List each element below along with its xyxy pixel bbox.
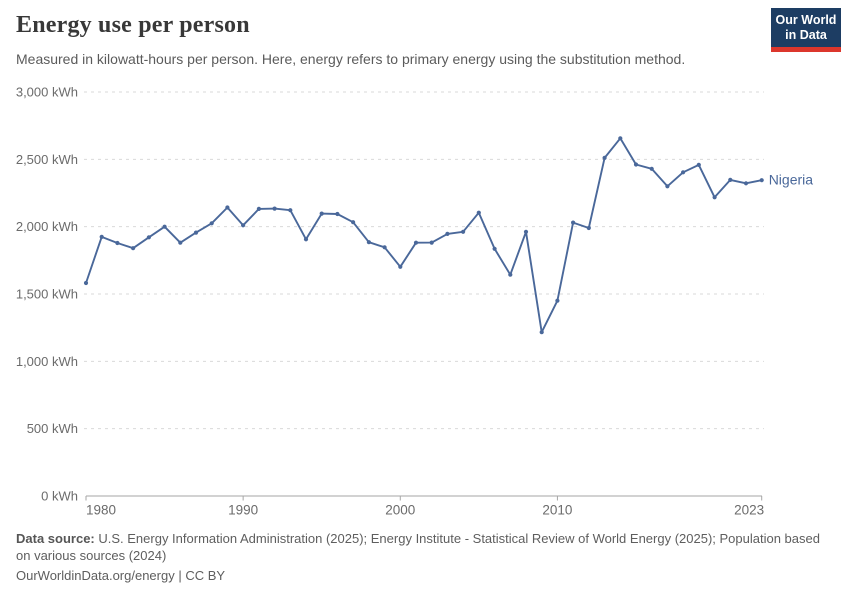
data-point-2008 xyxy=(523,229,529,234)
data-point-1986 xyxy=(178,240,183,245)
data-point-1998 xyxy=(366,240,371,245)
data-point-1988 xyxy=(209,221,214,226)
data-point-1995 xyxy=(319,211,324,216)
license-suffix: | CC BY xyxy=(174,568,226,583)
data-point-1980 xyxy=(83,280,89,286)
data-point-2018 xyxy=(681,170,686,175)
y-tick-label: 3,000 kWh xyxy=(16,85,78,100)
owid-url[interactable]: OurWorldinData.org/energy xyxy=(16,568,175,583)
data-point-1981 xyxy=(99,234,104,239)
owid-logo-line1: Our World xyxy=(775,13,837,27)
data-point-1991 xyxy=(256,206,261,211)
y-tick-label: 2,500 kWh xyxy=(16,152,78,167)
data-point-2010 xyxy=(555,298,560,303)
y-tick-label: 0 kWh xyxy=(41,489,78,504)
series-end-label: Nigeria xyxy=(769,172,814,188)
data-point-2003 xyxy=(445,231,450,236)
data-point-2023 xyxy=(759,178,764,183)
data-point-2011 xyxy=(571,220,576,225)
data-point-1999 xyxy=(382,245,387,250)
page-title: Energy use per person xyxy=(16,12,250,38)
chart-subtitle: Measured in kilowatt-hours per person. H… xyxy=(16,51,686,67)
data-point-2020 xyxy=(712,195,717,200)
x-tick-label: 2000 xyxy=(385,503,415,518)
data-point-2014 xyxy=(618,136,623,141)
x-tick-label: 1990 xyxy=(228,503,258,518)
data-point-1982 xyxy=(115,240,120,246)
chart-footer: Data source: U.S. Energy Information Adm… xyxy=(16,531,838,585)
data-point-1989 xyxy=(225,205,230,210)
x-tick-label: 2010 xyxy=(542,503,572,518)
data-point-1994 xyxy=(303,237,309,242)
data-point-1992 xyxy=(272,206,277,211)
chart-line-nigeria xyxy=(85,137,763,334)
owid-logo-red-bar xyxy=(771,47,841,52)
data-point-2021 xyxy=(728,177,733,182)
x-tick-label: 2023 xyxy=(734,503,764,518)
data-source-label: Data source: xyxy=(16,531,95,546)
data-point-2002 xyxy=(429,240,434,245)
data-point-2000 xyxy=(398,264,403,269)
data-point-2007 xyxy=(508,272,513,277)
owid-logo-text: Our World in Data xyxy=(771,8,841,47)
data-source-line: Data source: U.S. Energy Information Adm… xyxy=(16,531,838,564)
data-point-1984 xyxy=(146,235,151,240)
y-tick-label: 2,000 kWh xyxy=(16,219,78,234)
data-point-2017 xyxy=(665,184,670,189)
data-point-2019 xyxy=(696,162,701,167)
data-point-2016 xyxy=(649,166,654,171)
data-point-1993 xyxy=(288,208,293,213)
owid-logo[interactable]: Our World in Data xyxy=(771,8,841,52)
data-point-2022 xyxy=(743,181,749,186)
y-tick-label: 1,500 kWh xyxy=(16,287,78,302)
y-tick-label: 1,000 kWh xyxy=(16,354,78,369)
data-source-text: U.S. Energy Information Administration (… xyxy=(16,531,820,563)
data-point-2015 xyxy=(633,162,639,167)
x-tick-label: 1980 xyxy=(86,503,116,518)
y-tick-label: 500 kWh xyxy=(27,421,78,436)
data-point-1996 xyxy=(335,211,340,217)
data-point-2005 xyxy=(476,210,481,215)
data-point-1990 xyxy=(241,223,246,228)
data-point-1985 xyxy=(162,224,167,229)
data-point-2004 xyxy=(461,229,466,234)
license-line: OurWorldinData.org/energy | CC BY xyxy=(16,568,838,585)
owid-logo-line2: in Data xyxy=(785,28,827,42)
data-point-2012 xyxy=(586,225,591,231)
data-point-1987 xyxy=(193,230,199,235)
data-point-2009 xyxy=(539,330,544,335)
data-point-1983 xyxy=(131,246,136,251)
data-point-2006 xyxy=(492,246,497,251)
data-point-2013 xyxy=(602,155,607,160)
data-point-2001 xyxy=(413,240,419,245)
data-point-1997 xyxy=(351,220,356,225)
